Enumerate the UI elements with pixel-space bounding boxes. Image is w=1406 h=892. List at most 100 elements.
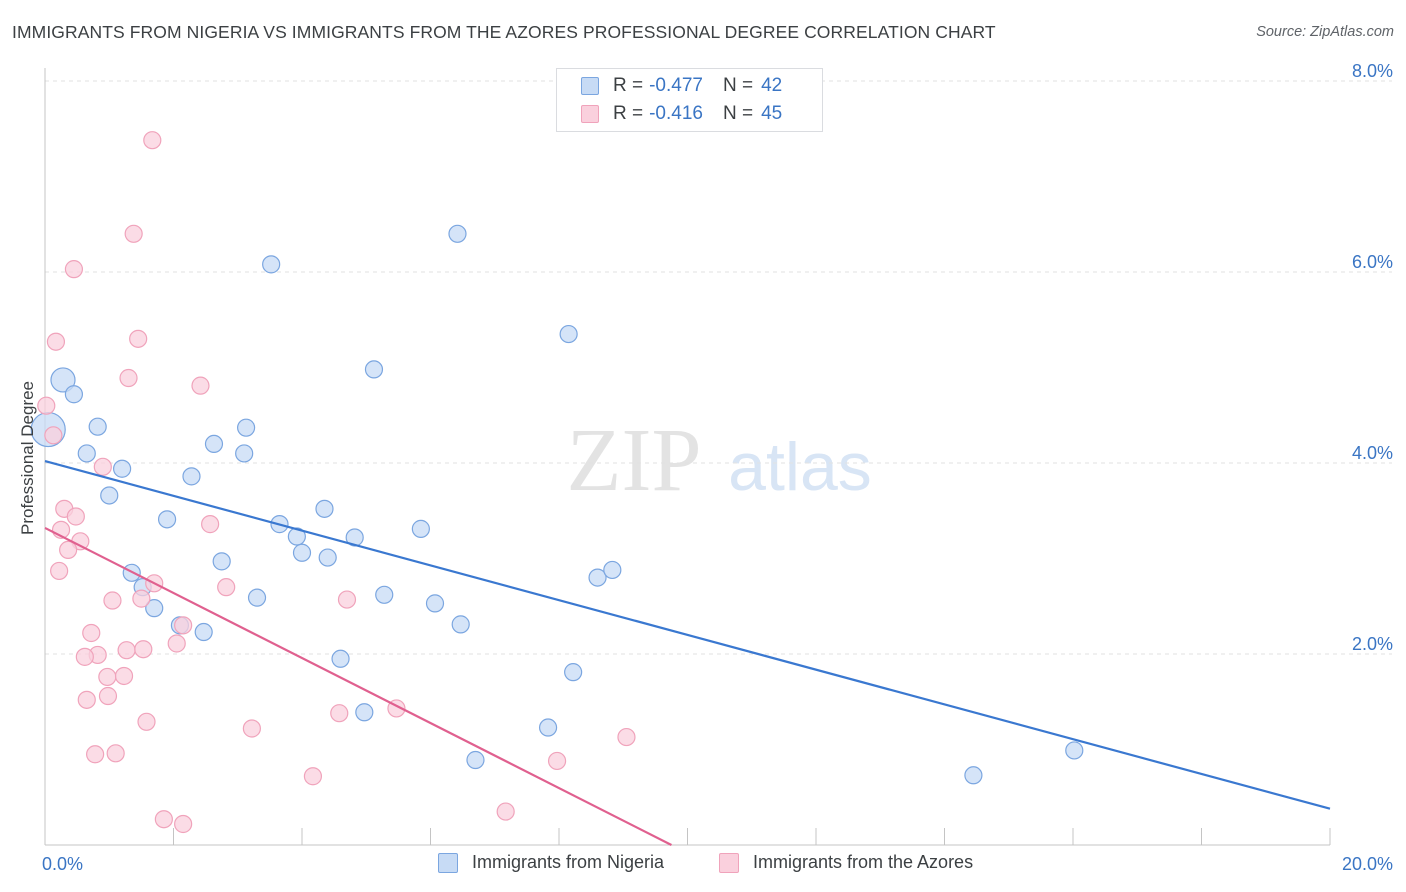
azores-point [547, 751, 567, 771]
stats-legend: R = -0.477 N = 42 R = -0.416 N = 45 [556, 68, 823, 132]
azores-point [75, 647, 94, 666]
trend-lines [44, 460, 1331, 846]
nigeria-point [100, 486, 119, 505]
legend-item-azores: Immigrants from the Azores [719, 852, 973, 873]
azores-point [167, 634, 186, 653]
r-label: R = [613, 103, 644, 124]
n-value: 42 [761, 75, 783, 96]
nigeria-point [262, 255, 281, 274]
azores-point [64, 260, 84, 279]
azores-point [303, 767, 323, 786]
nigeria-point [466, 750, 485, 770]
azores-point [77, 690, 96, 709]
legend-item-nigeria: Immigrants from Nigeria [438, 852, 664, 873]
nigeria-trend-line [44, 460, 1331, 810]
nigeria-point [603, 560, 622, 580]
azores-point [174, 814, 193, 834]
r-value: -0.477 [649, 75, 703, 96]
nigeria-point [315, 499, 334, 518]
nigeria-point [212, 552, 231, 571]
nigeria-point [292, 543, 312, 562]
azores-point [129, 329, 148, 348]
nigeria-point [182, 467, 201, 486]
nigeria-point [364, 360, 384, 379]
azores-point [59, 540, 78, 560]
nigeria-swatch [438, 852, 458, 873]
azores-point [117, 641, 136, 660]
n-value: 45 [761, 103, 783, 124]
stats-row-nigeria: R = -0.477 N = 42 [581, 74, 782, 98]
r-label: R = [613, 75, 644, 96]
azores-point [242, 719, 261, 738]
nigeria-point [331, 649, 350, 668]
nigeria-point [145, 599, 164, 618]
legend-label: Immigrants from the Azores [753, 852, 974, 872]
azores-point [66, 507, 85, 526]
nigeria-point [538, 718, 558, 737]
nigeria-point [451, 615, 470, 634]
y-tick-label: 4.0% [1352, 443, 1393, 463]
azores-point [201, 515, 220, 534]
azores-point [217, 578, 236, 597]
n-label: N = [722, 103, 754, 124]
azores-point [174, 616, 193, 635]
nigeria-point [112, 459, 132, 478]
azores-point [46, 332, 66, 351]
y-tick-label: 8.0% [1352, 61, 1393, 81]
stats-row-azores: R = -0.416 N = 45 [581, 102, 782, 126]
nigeria-point [247, 588, 267, 607]
y-tick-label: 2.0% [1352, 634, 1393, 654]
y-axis-label: Professional Degree [18, 380, 37, 536]
nigeria-point [448, 224, 467, 243]
nigeria-point [64, 385, 84, 404]
nigeria-point [588, 568, 607, 587]
azores-point [337, 590, 357, 609]
x-tick-label-min: 0.0% [42, 854, 83, 874]
x-tick-labels: 0.0% 20.0% [42, 854, 1393, 874]
azores-trend-line [44, 526, 672, 846]
azores-point [103, 591, 122, 610]
azores-point [37, 396, 56, 415]
azores-point [98, 686, 118, 706]
source-credit: Source: ZipAtlas.com [1256, 24, 1394, 40]
nigeria-point [194, 622, 213, 642]
nigeria-point [237, 418, 256, 437]
azores-point [93, 457, 112, 476]
azores-point [50, 561, 69, 581]
n-label: N = [722, 75, 754, 96]
y-tick-labels: 2.0% 4.0% 6.0% 8.0% [1352, 61, 1393, 654]
azores-point [86, 745, 105, 764]
nigeria-point [411, 519, 430, 538]
azores-point [143, 131, 162, 150]
nigeria-point [77, 444, 96, 463]
nigeria-point [157, 510, 177, 529]
gridlines [45, 80, 1392, 655]
watermark-zip: ZIP [567, 411, 702, 510]
nigeria-point [50, 367, 76, 393]
y-tick-label: 6.0% [1352, 252, 1393, 272]
azores-point [114, 666, 134, 686]
azores-point [617, 727, 636, 747]
azores-point [137, 712, 156, 731]
nigeria-swatch [581, 77, 599, 95]
nigeria-point [287, 527, 306, 546]
azores-point [124, 224, 143, 243]
nigeria-point [559, 324, 578, 344]
azores-point [154, 810, 173, 829]
azores-point [82, 623, 101, 643]
nigeria-point [375, 585, 394, 604]
series-legend: Immigrants from Nigeria Immigrants from … [0, 852, 1406, 878]
x-tick-label-max: 20.0% [1342, 854, 1393, 874]
legend-label: Immigrants from Nigeria [472, 852, 665, 872]
nigeria-point [964, 766, 983, 785]
azores-point [119, 368, 138, 388]
nigeria-point [425, 594, 445, 613]
azores-swatch [581, 105, 599, 123]
nigeria-point [204, 434, 224, 453]
azores-point [132, 589, 151, 608]
azores-point [98, 667, 117, 687]
nigeria-point [1065, 741, 1084, 760]
nigeria-point [564, 663, 583, 682]
azores-point [106, 744, 125, 763]
